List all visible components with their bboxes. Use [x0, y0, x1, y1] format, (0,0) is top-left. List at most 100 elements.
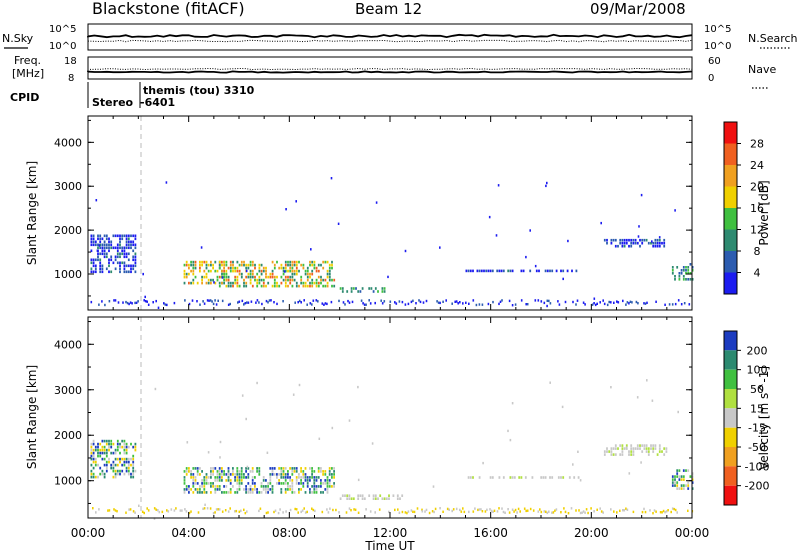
echo-cell [125, 264, 128, 268]
echo-cell [562, 269, 565, 273]
echo-cell [243, 488, 245, 491]
echo-cell [407, 510, 410, 513]
echo-cell [647, 450, 650, 453]
echo-cell [295, 263, 298, 267]
echo-cell [201, 491, 203, 494]
echo-cell [398, 511, 401, 514]
echo-cell [324, 260, 327, 264]
echo-cell [251, 482, 254, 485]
echo-cell [304, 281, 307, 285]
echo-cell [619, 444, 622, 447]
echo-cell [644, 302, 647, 305]
echo-cell [317, 300, 319, 303]
echo-cell [202, 507, 204, 510]
echo-cell [125, 270, 128, 274]
echo-cell [94, 463, 97, 467]
echo-cell [638, 225, 640, 228]
nsearch-line [87, 39, 693, 43]
echo-cell [138, 504, 140, 507]
echo-cell [455, 507, 458, 511]
echo-cell [105, 234, 108, 238]
echo-cell [630, 447, 633, 450]
echo-cell [463, 510, 466, 514]
echo-cell [114, 457, 117, 461]
echo-cell [413, 510, 416, 514]
echo-cell [152, 301, 154, 304]
echo-cell [676, 472, 679, 475]
echo-cell [406, 511, 408, 515]
echo-cell [668, 303, 671, 306]
echo-cell [295, 281, 298, 285]
echo-cell [205, 491, 208, 494]
echo-cell [603, 302, 606, 306]
echo-cell [210, 281, 212, 285]
echo-cell [280, 266, 283, 270]
echo-cell [302, 281, 305, 285]
echo-cell [295, 284, 298, 288]
nsky-panel: N.Sky 10^5 10^0 10^5 10^0 N.Search [2, 23, 798, 52]
echo-cell [333, 482, 335, 485]
echo-cell [236, 476, 239, 479]
echo-cell [455, 300, 458, 303]
echo-cell [610, 450, 613, 453]
echo-cell [262, 476, 265, 479]
echo-cell [247, 275, 250, 279]
echo-cell [103, 472, 106, 476]
colorbar-segment [724, 272, 737, 294]
echo-cell [383, 287, 386, 290]
echo-cell [614, 444, 617, 447]
echo-cell [381, 287, 384, 290]
echo-cell [329, 507, 331, 510]
echo-cell [103, 243, 106, 247]
freq-tick-bottom: 8 [68, 73, 74, 84]
echo-cell [287, 263, 289, 267]
colorbar-segment [724, 369, 737, 389]
echo-cell [309, 272, 311, 276]
echo-cell [363, 303, 366, 306]
echo-cell [623, 509, 626, 512]
echo-cell [394, 301, 396, 304]
echo-cell [573, 476, 576, 479]
echo-cell [323, 303, 325, 306]
echo-cell [280, 281, 283, 285]
echo-cell [549, 476, 551, 479]
echo-cell [537, 299, 540, 302]
echo-cell [110, 258, 113, 262]
echo-cell [646, 379, 648, 382]
echo-cell [218, 263, 221, 267]
echo-cell [658, 238, 661, 242]
echo-cell [687, 509, 689, 512]
echo-cell [236, 488, 239, 491]
echo-cell [490, 509, 493, 513]
echo-cell [590, 507, 592, 510]
echo-cell [221, 281, 223, 285]
echo-cell [685, 266, 687, 269]
echo-cell [320, 281, 322, 285]
echo-cell [123, 472, 126, 476]
echo-cell [238, 479, 241, 482]
echo-cell [97, 448, 99, 452]
echo-cell [134, 264, 137, 268]
echo-cell [328, 275, 331, 279]
echo-cell [331, 426, 334, 430]
echo-cell [132, 240, 135, 244]
echo-cell [481, 303, 484, 306]
echo-cell [401, 494, 404, 497]
echo-cell [130, 463, 132, 467]
echo-cell [520, 476, 523, 479]
echo-cell [676, 484, 679, 487]
echo-cell [523, 507, 526, 510]
echo-cell [185, 260, 188, 264]
echo-cell [225, 473, 228, 476]
echo-cell [682, 266, 685, 269]
echo-cell [613, 510, 615, 513]
echo-cell [306, 275, 309, 279]
echo-cell [214, 488, 217, 491]
echo-cell [99, 240, 102, 244]
echo-cell [210, 485, 212, 488]
echo-cell [357, 478, 360, 482]
echo-cell [256, 467, 258, 470]
echo-cell [205, 479, 208, 482]
